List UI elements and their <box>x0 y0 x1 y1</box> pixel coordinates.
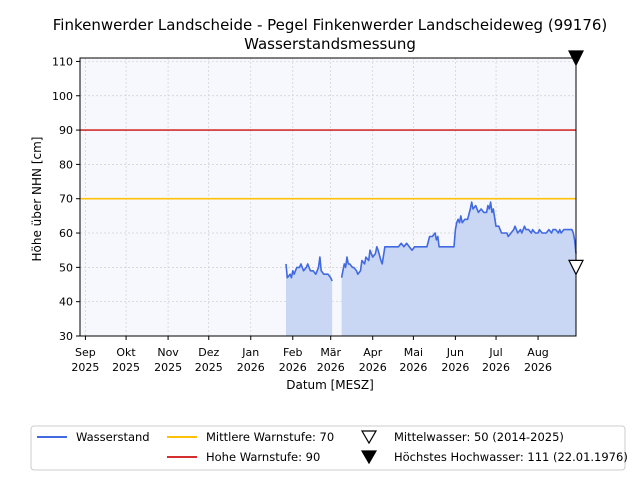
x-tick-label: Aug <box>527 346 548 359</box>
plot-frame <box>79 57 577 337</box>
legend-label-water-level: Wasserstand <box>76 430 150 444</box>
y-axis: 30 40 50 60 70 80 90 100 110 <box>52 55 80 343</box>
reference-lines <box>80 129 576 200</box>
legend-symbol-highest-flood <box>360 450 378 465</box>
x-tick-label: Jul <box>488 346 502 359</box>
legend-label-medium-warning: Mittlere Warnstufe: 70 <box>206 430 334 444</box>
x-tick-label: Jun <box>446 346 464 359</box>
water-level-area-segment <box>286 257 333 336</box>
y-tick-label: 90 <box>59 124 73 137</box>
x-tick-label: Apr <box>363 346 383 359</box>
x-tick-label-year: 2025 <box>195 361 223 374</box>
x-tick-label-year: 2025 <box>71 361 99 374</box>
x-tick-label-year: 2026 <box>237 361 265 374</box>
x-axis-label: Datum [MESZ] <box>286 378 374 392</box>
y-tick-label: 100 <box>52 90 73 103</box>
x-tick-label: Okt <box>116 346 136 359</box>
water-level-area <box>286 202 576 336</box>
x-tick-label-year: 2025 <box>154 361 182 374</box>
highest-flood-marker <box>568 50 584 67</box>
chart-title: Finkenwerder Landscheide - Pegel Finkenw… <box>53 16 608 34</box>
x-tick-label: Nov <box>157 346 179 359</box>
x-tick-label: Dez <box>198 346 219 359</box>
x-tick-label-year: 2026 <box>359 361 387 374</box>
y-tick-label: 70 <box>59 193 73 206</box>
legend-label-high-warning: Hohe Warnstufe: 90 <box>206 450 320 464</box>
y-tick-label: 50 <box>59 261 73 274</box>
y-tick-label: 40 <box>59 296 73 309</box>
y-tick-label: 80 <box>59 158 73 171</box>
x-tick-label-year: 2026 <box>441 361 469 374</box>
x-tick-label: Jan <box>241 346 259 359</box>
x-tick-label: Mär <box>320 346 341 359</box>
water-level-line-segment <box>340 201 577 278</box>
x-tick-label-year: 2025 <box>112 361 140 374</box>
x-tick-label: Sep <box>75 346 96 359</box>
x-tick-label-year: 2026 <box>482 361 510 374</box>
legend-symbol-mean-water <box>360 430 378 445</box>
water-level-line <box>285 201 577 282</box>
y-tick-label: 30 <box>59 330 73 343</box>
x-tick-label-year: 2026 <box>524 361 552 374</box>
x-axis: Sep 2025 Okt 2025 Nov 2025 Dez 2025 Jan 2026 Feb 20… <box>71 336 552 374</box>
legend-label-mean-water: Mittelwasser: 50 (2014-2025) <box>394 430 564 444</box>
y-tick-label: 60 <box>59 227 73 240</box>
markers <box>568 50 584 276</box>
x-tick-label: Mai <box>404 346 423 359</box>
y-axis-label: Höhe über NHN [cm] <box>30 137 44 262</box>
water-level-area-segment <box>341 202 576 336</box>
water-level-line-segment <box>285 256 333 282</box>
legend-label-highest-flood: Höchstes Hochwasser: 111 (22.01.1976) <box>394 450 628 464</box>
mean-water-marker <box>568 259 584 276</box>
x-tick-label-year: 2026 <box>317 361 345 374</box>
x-tick-label-year: 2026 <box>399 361 427 374</box>
y-tick-label: 110 <box>52 55 73 68</box>
chart-subtitle: Wasserstandsmessung <box>244 35 416 53</box>
x-tick-label-year: 2026 <box>279 361 307 374</box>
x-tick-label: Feb <box>283 346 302 359</box>
legend: Wasserstand Mittlere Warnstufe: 70 Hohe … <box>30 425 628 471</box>
